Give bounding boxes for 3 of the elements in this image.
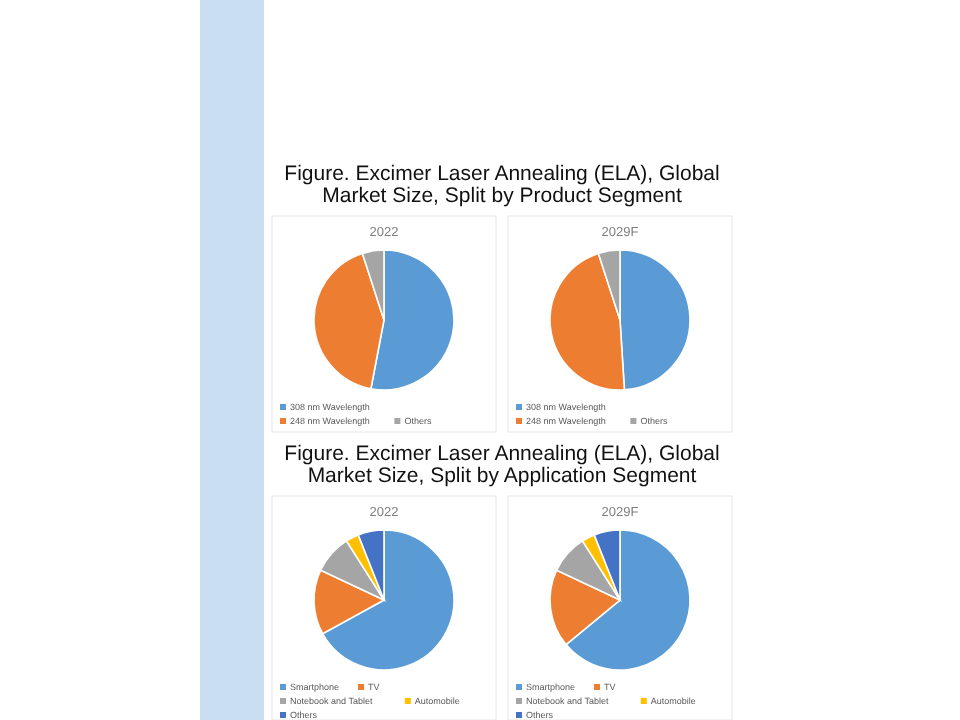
pie-slice [321,529,455,671]
text: Figure. Excimer Laser Annealing (ELA), Global Market Size, Split by Product Segment [284,162,720,208]
text: Figure. Excimer Laser Annealing (ELA), Global Market Size, Split by Application Segment [284,442,720,488]
